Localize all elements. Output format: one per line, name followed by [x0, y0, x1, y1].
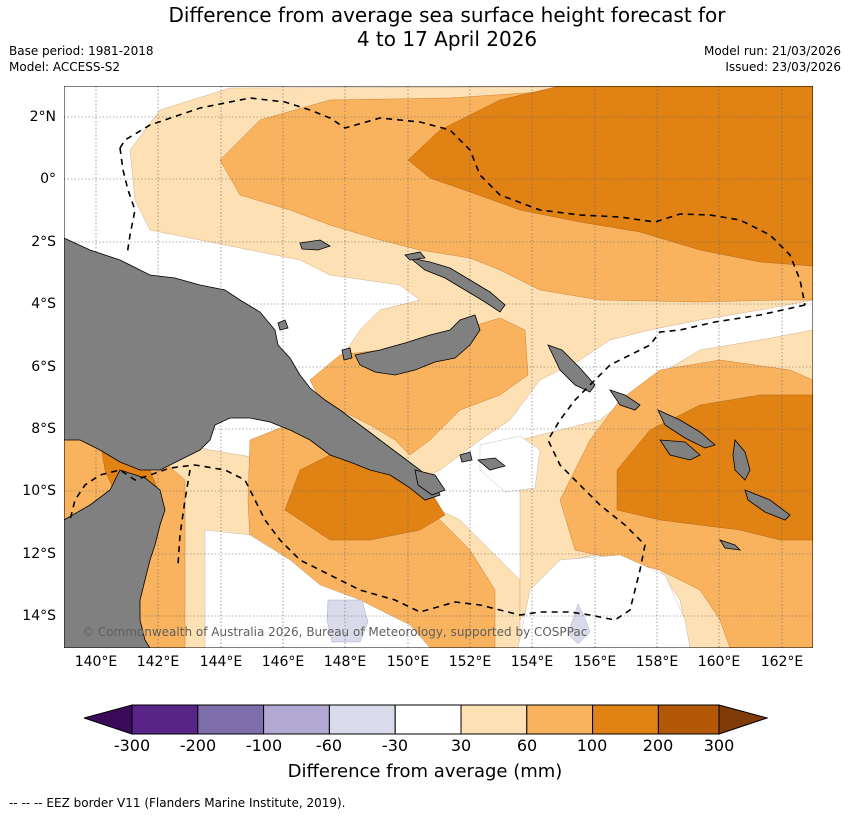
- contour-negative-patch-1: [326, 599, 369, 643]
- colorbar-swatch-9: [657, 704, 720, 735]
- lat-label-8s: 8°S: [31, 421, 56, 437]
- colorbar-tick-minus-200: -200: [179, 736, 217, 755]
- colorbar-swatch-2: [197, 704, 265, 735]
- land-new-hanover: [404, 251, 426, 261]
- land-new-britain: [354, 314, 481, 376]
- land-louisiade: [477, 457, 506, 471]
- colorbar-swatch-3: [263, 704, 330, 735]
- colorbar-swatch-7: [526, 704, 594, 735]
- land-makira: [744, 489, 791, 521]
- model-run: Model run: 21/03/2026: [703, 44, 841, 58]
- contour-100-200-northeast: [407, 86, 813, 267]
- land-malaita: [732, 439, 751, 481]
- lon-label-162e: 162°E: [760, 654, 804, 670]
- land-cape-york: [64, 469, 166, 648]
- colorbar-swatch-4: [328, 704, 396, 735]
- model-name: Model: ACCESS-S2: [9, 60, 121, 74]
- land-bougainville: [547, 344, 596, 393]
- land-santa-isabel: [657, 409, 716, 449]
- land-trobriand: [459, 451, 473, 463]
- colorbar-swatch-6: [460, 704, 528, 735]
- lon-label-154e: 154°E: [510, 654, 554, 670]
- lon-label-146e: 146°E: [261, 654, 305, 670]
- land-new-ireland: [409, 257, 506, 313]
- land-dentrecasteaux: [414, 469, 446, 496]
- colorbar-tick-minus-60: -60: [315, 736, 343, 755]
- lon-label-158e: 158°E: [635, 654, 679, 670]
- map-plot: [64, 86, 813, 648]
- meta-right: Model run: 21/03/2026 Issued: 23/03/2026: [704, 43, 841, 75]
- land-new-guinea: [64, 237, 441, 501]
- lat-label-4s: 4°S: [31, 296, 56, 312]
- issued-date: Issued: 23/03/2026: [725, 60, 841, 74]
- lat-label-10s: 10°S: [22, 483, 56, 499]
- colorbar-tick-minus-300: -300: [113, 736, 151, 755]
- lon-label-140e: 140°E: [74, 654, 118, 670]
- meta-left: Base period: 1981-2018 Model: ACCESS-S2: [9, 43, 154, 75]
- colorbar: [84, 704, 768, 735]
- contour-negative-patch-2: [567, 603, 591, 645]
- chart-title: Difference from average sea surface heig…: [0, 3, 850, 51]
- colorbar-swatch-1: [131, 704, 199, 735]
- lon-label-160e: 160°E: [697, 654, 741, 670]
- copyright-notice: © Commonwealth of Australia 2026, Bureau…: [82, 625, 588, 639]
- colorbar-arrow-left: [84, 704, 133, 735]
- lon-label-142e: 142°E: [136, 654, 180, 670]
- lon-label-152e: 152°E: [448, 654, 492, 670]
- colorbar-tick-minus-100: -100: [245, 736, 283, 755]
- colorbar-swatch-8: [592, 704, 659, 735]
- colorbar-swatch-5: [394, 704, 462, 735]
- lat-label-0: 0°: [40, 171, 56, 187]
- colorbar-tick-30: 30: [450, 736, 472, 755]
- land-island-small-1: [341, 347, 353, 361]
- lat-label-12s: 12°S: [22, 546, 56, 562]
- colorbar-tick-60: 60: [516, 736, 538, 755]
- lon-label-150e: 150°E: [386, 654, 430, 670]
- land-choiseul: [609, 389, 641, 411]
- land-island-small-2: [277, 319, 289, 331]
- contour-near-average-coral-sea: [479, 435, 541, 493]
- land-manus: [299, 239, 331, 251]
- eez-legend-note: -- -- -- EEZ border V11 (Flanders Marine…: [9, 796, 346, 810]
- eez-border: [69, 97, 806, 621]
- lat-label-6s: 6°S: [31, 359, 56, 375]
- title-line-2: 4 to 17 April 2026: [356, 27, 538, 51]
- colorbar-tick-minus-30: -30: [381, 736, 409, 755]
- contour-near-average-southeast: [517, 554, 691, 648]
- lon-label-148e: 148°E: [323, 654, 367, 670]
- colorbar-tick-100: 100: [576, 736, 608, 755]
- lat-label-2s: 2°S: [31, 234, 56, 250]
- colorbar-tick-300: 300: [703, 736, 735, 755]
- lon-label-156e: 156°E: [573, 654, 617, 670]
- colorbar-tick-200: 200: [642, 736, 674, 755]
- lon-label-144e: 144°E: [199, 654, 243, 670]
- title-line-1: Difference from average sea surface heig…: [168, 3, 726, 27]
- colorbar-label: Difference from average (mm): [287, 761, 563, 782]
- lat-label-14s: 14°S: [22, 608, 56, 624]
- land-guadalcanal: [659, 439, 701, 461]
- colorbar-arrow-right: [718, 704, 768, 735]
- land-island-small-3: [719, 539, 742, 551]
- base-period: Base period: 1981-2018: [9, 44, 154, 58]
- lat-label-2n: 2°N: [29, 109, 56, 125]
